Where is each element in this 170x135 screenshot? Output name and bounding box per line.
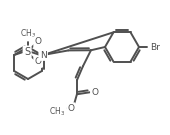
Text: O: O <box>91 88 98 97</box>
Text: Br: Br <box>150 43 160 51</box>
Text: O: O <box>35 38 42 46</box>
Text: O: O <box>35 58 42 67</box>
Text: CH$_3$: CH$_3$ <box>20 28 36 40</box>
Text: S: S <box>24 47 30 57</box>
Text: N: N <box>40 50 47 60</box>
Text: O: O <box>67 104 74 113</box>
Text: CH$_3$: CH$_3$ <box>49 105 65 118</box>
